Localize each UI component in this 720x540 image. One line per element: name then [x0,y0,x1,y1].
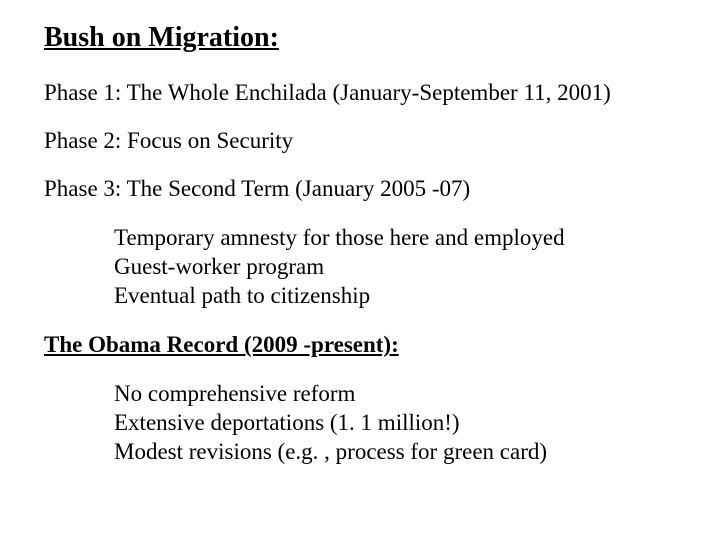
detail-line: Guest-worker program [114,253,676,282]
obama-title: The Obama Record (2009 -present): [44,332,676,358]
phase-3-details: Temporary amnesty for those here and emp… [114,224,676,310]
phase-1: Phase 1: The Whole Enchilada (January-Se… [44,80,676,106]
detail-line: No comprehensive reform [114,380,676,409]
detail-line: Extensive deportations (1. 1 million!) [114,409,676,438]
detail-line: Eventual path to citizenship [114,282,676,311]
detail-line: Temporary amnesty for those here and emp… [114,224,676,253]
obama-details: No comprehensive reform Extensive deport… [114,380,676,466]
main-title: Bush on Migration: [44,22,676,54]
detail-line: Modest revisions (e.g. , process for gre… [114,438,676,467]
phase-2: Phase 2: Focus on Security [44,128,676,154]
slide-content: Bush on Migration: Phase 1: The Whole En… [0,0,720,467]
phase-3: Phase 3: The Second Term (January 2005 -… [44,176,676,202]
